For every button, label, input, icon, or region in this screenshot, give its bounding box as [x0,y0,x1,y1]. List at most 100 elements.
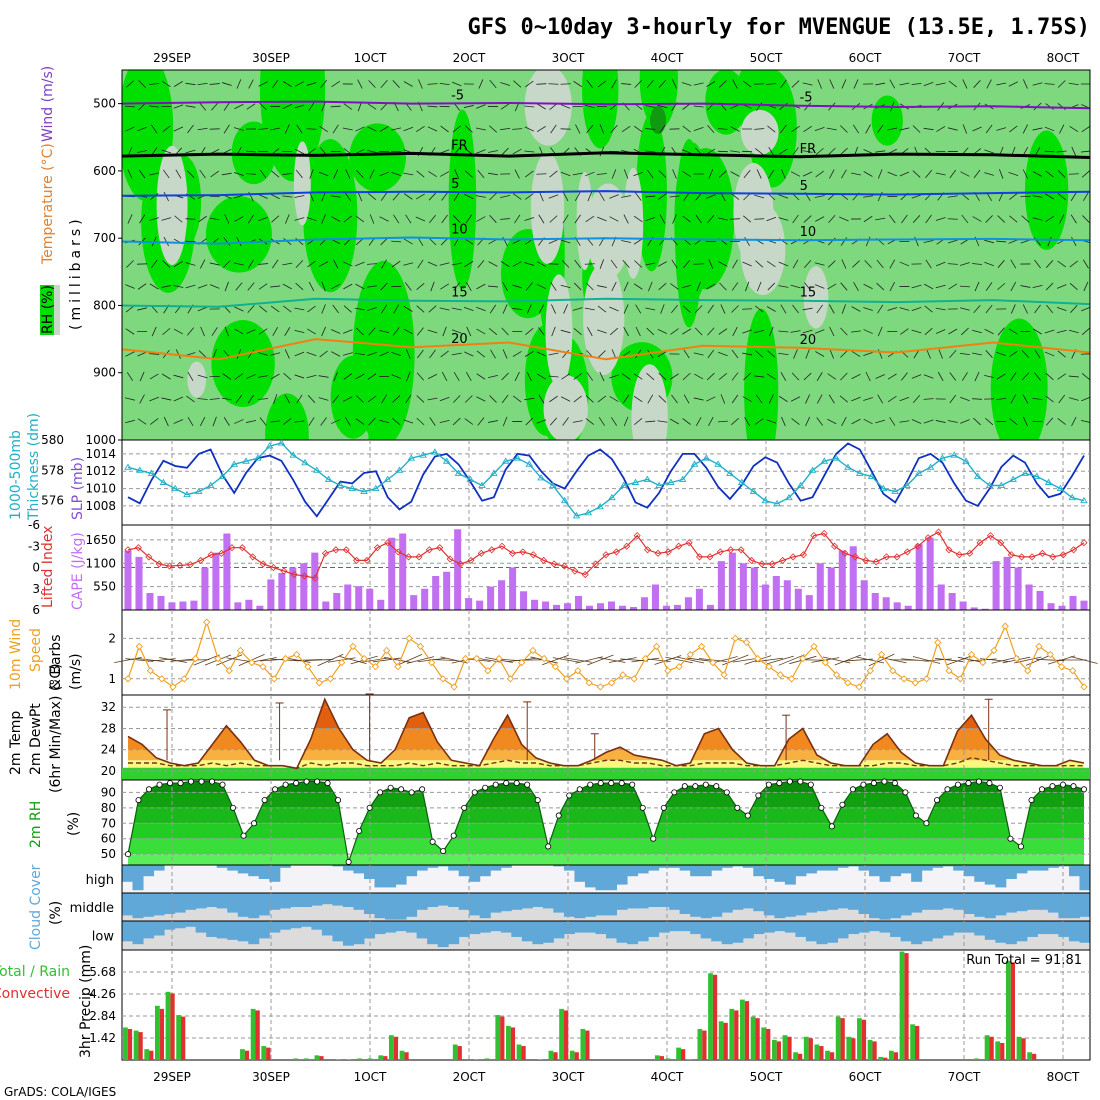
cloud-cover-bar [942,893,954,909]
dewpoint-label: 2m DewPt [28,703,44,775]
cloud-cover-bar [437,865,449,867]
temperature-contour-label: 15 [451,286,468,301]
temperature-contour-label: FR [451,138,468,153]
wind-barb [368,80,376,88]
cloud-cover-bar [984,921,996,940]
cloud-cover-bar [963,893,975,914]
rh2m-point [639,804,646,811]
wind-barb [596,285,607,288]
precip-units-label: 3hr Precip (mm) [78,945,94,1058]
wind10m-speed-point [641,654,650,663]
wind-barb [405,214,412,224]
wind-barb [270,305,280,313]
cloud-cover-bar [563,921,575,935]
rh2m-point [135,797,142,804]
cloud-cover-bar [500,921,512,933]
wind-barb [514,169,520,179]
lifted-index-point [373,544,381,552]
cloud-cover-bar [648,893,660,907]
lifted-index-point [186,561,194,569]
wind-barb [1056,284,1067,289]
precip-convective-bar [457,1046,462,1060]
wind-barb [430,281,435,292]
wind-barb [1080,419,1090,423]
wind-barb [997,259,1005,269]
wind-barb [429,214,436,224]
cloud-cover-bar [1047,893,1059,913]
cloud-cover-bar [332,865,344,867]
wind-barb [138,169,146,179]
wind-barb [1081,373,1090,380]
wind-barb [863,215,873,223]
cloud-cover-bar [1058,893,1070,919]
wind-barb [586,124,594,134]
wind-barb [560,284,571,289]
precip-convective-bar [127,1029,133,1060]
wind-barb [476,283,486,290]
wind10m-speed-point [169,683,177,691]
cloud-cover-bar [942,921,954,936]
cape-bar [618,605,627,610]
cape-bar [333,593,341,610]
wind-barb [355,126,365,132]
wind-barb [321,281,326,292]
wind-barb [959,285,970,288]
wind-barb [224,214,230,224]
cloud-cover-bar [763,921,775,933]
wind-barb [671,259,678,269]
wind-barb [743,169,751,179]
wind-barb [185,352,196,356]
wind-barb [839,395,849,403]
wind10m-speed-point [574,667,582,675]
wind10m-speed-point [799,654,807,663]
precip-total-bar [293,1058,299,1060]
thickness-tick-label: 578 [41,463,64,477]
wind10m-barb [856,656,885,664]
wind-barb [645,195,656,198]
wind-barb [935,284,946,289]
wind-barb [670,304,679,314]
cloud-cover-bar [616,893,628,910]
wind-barb [333,259,339,269]
wind-barb [1032,127,1043,131]
rh2m-point [408,789,415,796]
cloud-cover-bar [448,893,460,907]
wind10m-speed-point [720,671,728,679]
rh-label: RH (%) [40,285,56,334]
temperature-label: Temperature (°C) [40,143,56,265]
lifted-index-point [872,558,880,566]
wind-barb [465,214,472,224]
rh2m-point [650,835,657,842]
temperature-contour-label: -5 [800,91,813,106]
cloud-cover-bar [195,893,207,909]
wind-barb [343,373,353,380]
wind-barb [729,150,741,153]
wind-barb [647,169,654,179]
cloud-cover-bar [406,921,418,933]
wind-barb [258,283,268,290]
wind-barb [451,81,462,87]
wind10m-speed-point [821,658,829,667]
wind-barb [500,260,510,268]
bottom-date-label: 5OCT [750,1070,783,1084]
wind10m-barb [834,654,862,666]
cape-bar [915,544,923,610]
thickness-point [914,469,923,476]
wind-barb [1045,170,1054,178]
slp-label: SLP (mb) [70,457,86,520]
wind-barb [851,418,861,425]
wind-barb [609,327,619,336]
cloud-cover-bar [216,865,228,868]
wind-barb [343,396,353,402]
bottom-date-label: 2OCT [453,1070,486,1084]
wind-barb [355,283,365,290]
wind10m-barb [1025,654,1053,666]
wind-barb [781,416,786,427]
wind-barb [681,284,692,289]
wind-barb [766,373,776,380]
precip-convective-bar [702,1030,707,1060]
cloud-cover-bar [1037,893,1049,910]
wind-barb [490,349,496,359]
lifted-index-point [249,553,257,561]
precip-total-bar [144,1049,150,1060]
